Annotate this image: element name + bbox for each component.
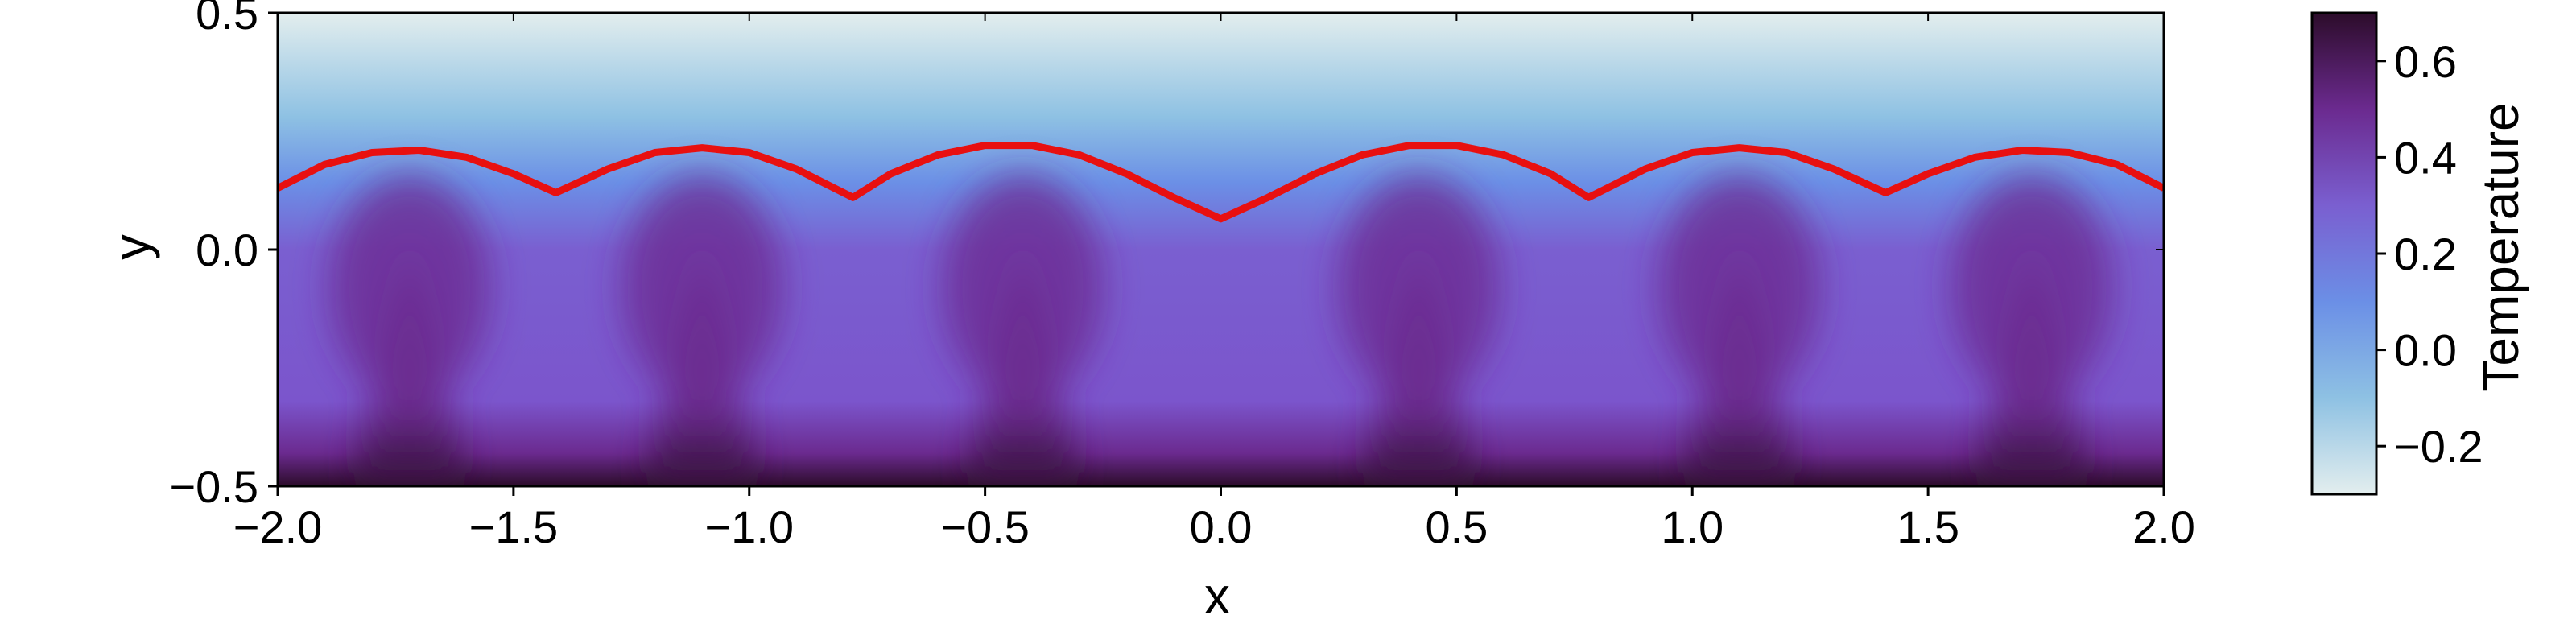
y-tick-label: 0.5 [196,0,258,39]
plume [329,175,491,486]
x-tick-label: −1.0 [704,502,794,552]
x-tick-label: 2.0 [2132,502,2195,552]
x-axis-label: x [1204,567,1230,625]
temperature-field [278,13,2164,486]
colorbar-tick-label: 0.6 [2394,36,2457,87]
x-axis: −2.0 −1.5 −1.0 −0.5 0.0 0.5 1.0 1.5 2.0 [233,13,2195,552]
colorbar-tick-label: 0.2 [2394,229,2457,279]
y-axis: −0.5 0.0 0.5 [169,0,2164,512]
x-tick-label: 0.5 [1425,502,1488,552]
colorbar-gradient [2310,11,2378,496]
x-tick-label: 1.5 [1897,502,1959,552]
y-tick-label: 0.0 [196,225,258,275]
plume [1338,175,1500,486]
colorbar-tick-label: −0.2 [2394,421,2483,472]
colorbar-label: Temperature [2471,102,2529,391]
plume [942,175,1104,486]
plume [621,175,783,486]
y-tick-label: −0.5 [169,461,258,512]
y-axis-label: y [102,234,160,260]
plume [1658,175,1820,486]
x-tick-label: −2.0 [233,502,323,552]
colorbar: −0.2 0.0 0.2 0.4 0.6 [2310,11,2483,496]
plot-area [276,11,2165,488]
colorbar-tick-label: 0.4 [2394,132,2457,183]
x-tick-label: 1.0 [1661,502,1724,552]
interface-contour-line [278,142,2164,223]
plume [1951,175,2112,486]
x-tick-label: 0.0 [1190,502,1253,552]
colorbar-tick-label: 0.0 [2394,325,2457,376]
x-tick-label: −1.5 [469,502,559,552]
x-tick-label: −0.5 [940,502,1030,552]
